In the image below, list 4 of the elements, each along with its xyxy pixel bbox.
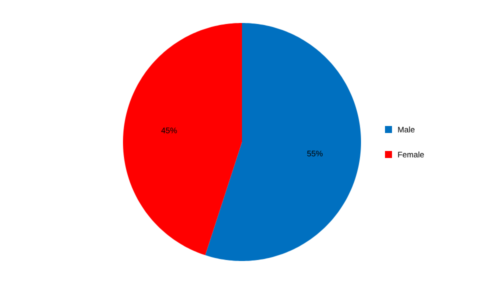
data-label: 45% xyxy=(161,128,177,134)
legend-label: Male xyxy=(398,126,415,132)
data-label: 55% xyxy=(307,150,323,156)
legend-label: Female xyxy=(398,152,424,158)
